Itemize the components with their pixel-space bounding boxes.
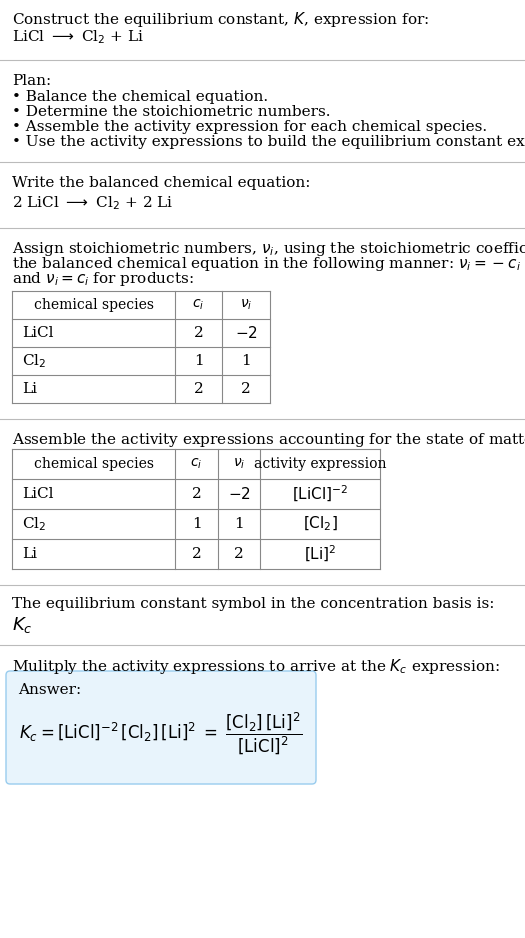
Text: $[\mathrm{Li}]^2$: $[\mathrm{Li}]^2$ bbox=[304, 544, 336, 564]
Text: $-2$: $-2$ bbox=[235, 325, 257, 341]
Text: 2 LiCl $\longrightarrow$ Cl$_2$ + 2 Li: 2 LiCl $\longrightarrow$ Cl$_2$ + 2 Li bbox=[12, 194, 173, 212]
Text: 1: 1 bbox=[192, 517, 202, 531]
Text: chemical species: chemical species bbox=[34, 457, 153, 471]
Text: LiCl $\longrightarrow$ Cl$_2$ + Li: LiCl $\longrightarrow$ Cl$_2$ + Li bbox=[12, 28, 144, 46]
Text: LiCl: LiCl bbox=[22, 487, 54, 501]
Text: $K_c$: $K_c$ bbox=[12, 615, 33, 635]
Text: 2: 2 bbox=[234, 547, 244, 561]
Text: 2: 2 bbox=[241, 382, 251, 396]
Text: • Balance the chemical equation.: • Balance the chemical equation. bbox=[12, 90, 268, 104]
Text: 2: 2 bbox=[194, 382, 203, 396]
Text: $c_i$: $c_i$ bbox=[191, 457, 203, 471]
Text: 1: 1 bbox=[234, 517, 244, 531]
Text: Cl$_2$: Cl$_2$ bbox=[22, 352, 46, 370]
Text: 2: 2 bbox=[192, 547, 202, 561]
Text: Construct the equilibrium constant, $K$, expression for:: Construct the equilibrium constant, $K$,… bbox=[12, 10, 429, 29]
Text: $\nu_i$: $\nu_i$ bbox=[233, 457, 245, 471]
FancyBboxPatch shape bbox=[6, 671, 316, 784]
Text: • Determine the stoichiometric numbers.: • Determine the stoichiometric numbers. bbox=[12, 105, 331, 119]
Text: $[\mathrm{LiCl}]^{-2}$: $[\mathrm{LiCl}]^{-2}$ bbox=[292, 484, 348, 504]
Text: $-2$: $-2$ bbox=[227, 486, 250, 502]
Text: • Use the activity expressions to build the equilibrium constant expression.: • Use the activity expressions to build … bbox=[12, 135, 525, 149]
Text: $\nu_i$: $\nu_i$ bbox=[240, 297, 252, 312]
Text: $c_i$: $c_i$ bbox=[192, 297, 205, 312]
Text: Li: Li bbox=[22, 382, 37, 396]
Text: chemical species: chemical species bbox=[34, 298, 153, 312]
Text: and $\nu_i = c_i$ for products:: and $\nu_i = c_i$ for products: bbox=[12, 270, 194, 288]
Text: $[\mathrm{Cl_2}]$: $[\mathrm{Cl_2}]$ bbox=[302, 515, 338, 533]
Text: Mulitply the activity expressions to arrive at the $K_c$ expression:: Mulitply the activity expressions to arr… bbox=[12, 657, 500, 676]
Text: Assemble the activity expressions accounting for the state of matter and $\nu_i$: Assemble the activity expressions accoun… bbox=[12, 431, 525, 449]
Text: 1: 1 bbox=[194, 354, 203, 368]
Text: Answer:: Answer: bbox=[18, 683, 81, 697]
Text: 2: 2 bbox=[194, 326, 203, 340]
Text: Write the balanced chemical equation:: Write the balanced chemical equation: bbox=[12, 176, 310, 190]
Text: the balanced chemical equation in the following manner: $\nu_i = -c_i$ for react: the balanced chemical equation in the fo… bbox=[12, 255, 525, 273]
Text: Cl$_2$: Cl$_2$ bbox=[22, 515, 46, 533]
Text: Li: Li bbox=[22, 547, 37, 561]
Text: Plan:: Plan: bbox=[12, 74, 51, 88]
Text: Assign stoichiometric numbers, $\nu_i$, using the stoichiometric coefficients, $: Assign stoichiometric numbers, $\nu_i$, … bbox=[12, 240, 525, 258]
Text: activity expression: activity expression bbox=[254, 457, 386, 471]
Text: • Assemble the activity expression for each chemical species.: • Assemble the activity expression for e… bbox=[12, 120, 487, 134]
Text: LiCl: LiCl bbox=[22, 326, 54, 340]
Text: 2: 2 bbox=[192, 487, 202, 501]
Text: $K_c = [\mathrm{LiCl}]^{-2}\,[\mathrm{Cl_2}]\,[\mathrm{Li}]^2\;=\;\dfrac{[\mathr: $K_c = [\mathrm{LiCl}]^{-2}\,[\mathrm{Cl… bbox=[19, 710, 302, 756]
Text: The equilibrium constant symbol in the concentration basis is:: The equilibrium constant symbol in the c… bbox=[12, 597, 495, 611]
Text: 1: 1 bbox=[241, 354, 251, 368]
